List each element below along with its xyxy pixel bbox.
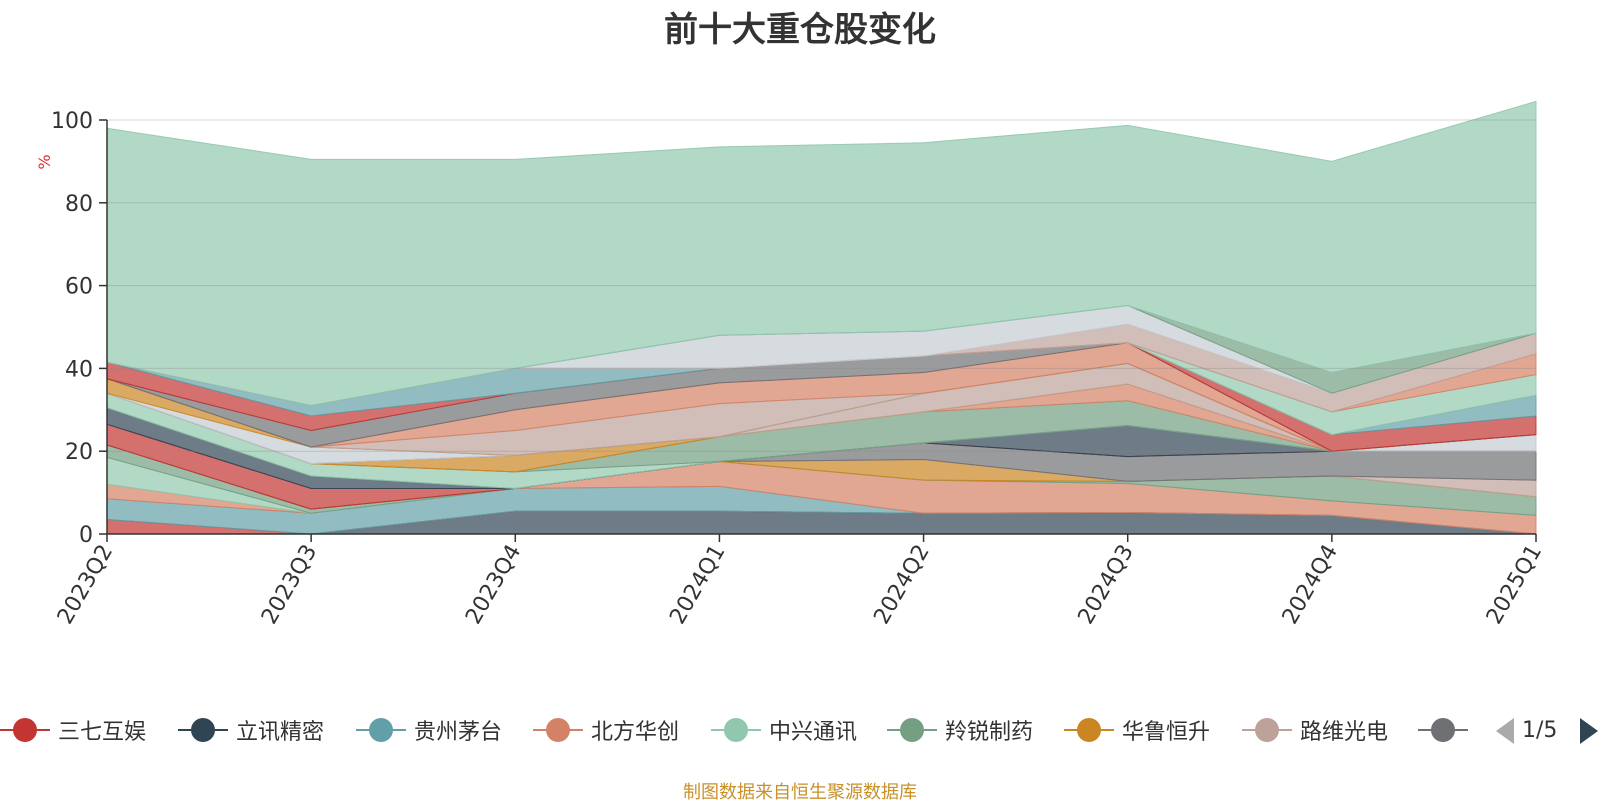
x-tick-label: 2025Q1 xyxy=(1482,541,1547,629)
chart-title: 前十大重仓股变化 xyxy=(664,10,936,50)
legend-marker-icon xyxy=(0,716,50,744)
stacked-area-chart: 0 20 40 60 80 100% 2023Q2 2023Q3 2023Q4 2024Q1 202… xyxy=(35,100,1547,629)
legend-label: 中兴通讯 xyxy=(769,720,858,745)
x-tick-label: 2024Q2 xyxy=(869,541,934,629)
x-tick-label: 2024Q4 xyxy=(1278,541,1343,629)
legend-label: 贵州茅台 xyxy=(414,720,503,745)
legend-prev-page-icon[interactable] xyxy=(1496,718,1514,744)
x-tick-label: 2024Q1 xyxy=(665,541,730,629)
x-tick-label: 2024Q3 xyxy=(1074,541,1139,629)
legend-item[interactable]: 三七互娱 xyxy=(0,712,146,748)
area-series-29 xyxy=(106,100,1537,407)
y-tick-label: 40 xyxy=(65,357,93,382)
x-tick-label: 2023Q3 xyxy=(257,541,322,629)
legend-label: 立讯精密 xyxy=(236,720,325,745)
y-tick-label: 80 xyxy=(65,192,93,217)
legend: 三七互娱 立讯精密 贵州茅台 北方华创 中兴通讯 羚锐制药 华鲁恒升 路维光电 xyxy=(0,712,1600,748)
legend-label: 羚锐制药 xyxy=(945,720,1034,745)
legend-marker-icon xyxy=(533,716,583,744)
legend-marker-icon xyxy=(1242,716,1292,744)
legend-page-indicator: 1/5 xyxy=(1522,718,1558,743)
legend-item[interactable]: 羚锐制药 xyxy=(887,712,1033,748)
legend-item[interactable]: 立讯精密 xyxy=(178,712,324,748)
legend-label: 北方华创 xyxy=(591,720,680,745)
area-series-group xyxy=(106,100,1537,535)
legend-marker-icon xyxy=(887,716,937,744)
legend-label: 华鲁恒升 xyxy=(1122,720,1211,745)
legend-item[interactable] xyxy=(1418,712,1476,748)
legend-overflow-mask xyxy=(1468,712,1490,748)
legend-marker-icon xyxy=(178,716,228,744)
grid-lines xyxy=(107,119,1536,452)
legend-marker-icon xyxy=(711,716,761,744)
legend-item[interactable]: 中兴通讯 xyxy=(711,712,857,748)
y-tick-label: 0 xyxy=(79,523,93,548)
legend-label: 路维光电 xyxy=(1300,720,1389,745)
legend-item[interactable]: 贵州茅台 xyxy=(356,712,502,748)
legend-label: 三七互娱 xyxy=(58,720,147,745)
x-tick-label: 2023Q2 xyxy=(53,541,118,629)
y-tick-label: 60 xyxy=(65,275,93,300)
legend-item[interactable]: 路维光电 xyxy=(1242,712,1388,748)
legend-marker-icon xyxy=(356,716,406,744)
legend-next-page-icon[interactable] xyxy=(1580,718,1598,744)
legend-marker-icon xyxy=(1064,716,1114,744)
legend-marker-icon xyxy=(1418,716,1468,744)
source-note: 制图数据来自恒生聚源数据库 xyxy=(683,782,917,803)
y-axis-unit-label: % xyxy=(35,154,54,169)
legend-item[interactable]: 华鲁恒升 xyxy=(1064,712,1210,748)
legend-item[interactable]: 北方华创 xyxy=(533,712,679,748)
y-tick-label: 100 xyxy=(51,109,93,134)
x-tick-label: 2023Q4 xyxy=(461,541,526,629)
y-tick-label: 20 xyxy=(65,440,93,465)
